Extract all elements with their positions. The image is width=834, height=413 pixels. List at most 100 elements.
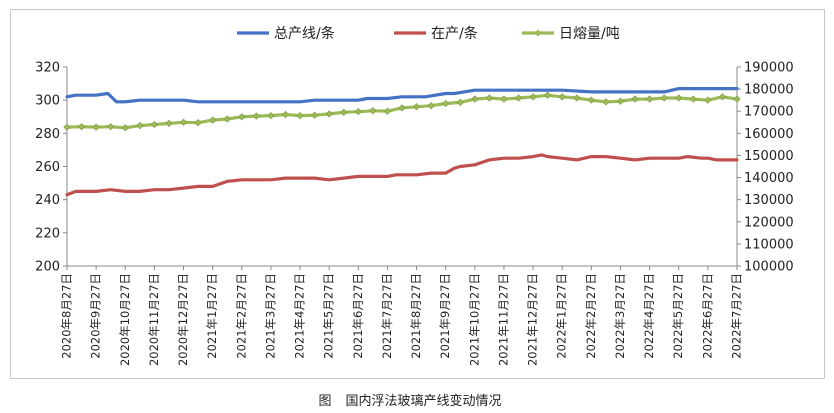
series-marker	[296, 112, 304, 120]
series-marker	[340, 108, 348, 116]
series-marker	[150, 120, 159, 129]
series-marker	[558, 93, 566, 101]
line-chart: 200 220 240 260 280 300 320 100000 110000 120000 1…	[35, 25, 793, 367]
series-marker	[718, 93, 727, 101]
x-tick-label: 2020年11月27日	[147, 273, 161, 366]
x-tick-label: 2021年5月27日	[322, 273, 336, 359]
left-tick-label: 220	[35, 226, 60, 241]
series-marker	[412, 103, 421, 111]
x-tick-label: 2021年1月27日	[205, 273, 219, 359]
caption-text: 国内浮法玻璃产线变动情况	[345, 394, 502, 409]
x-tick-label: 2021年7月27日	[380, 273, 394, 359]
x-tick-label: 2020年8月27日	[60, 273, 74, 359]
x-tick-label: 2021年10月27日	[467, 273, 481, 366]
series-marker	[675, 94, 683, 102]
x-tick-label: 2022年2月27日	[584, 273, 598, 359]
x-tick-label: 2021年6月27日	[351, 273, 365, 359]
x-tick-label: 2021年9月27日	[438, 273, 452, 359]
series-marker	[179, 118, 188, 126]
series-marker	[733, 95, 741, 103]
legend-label: 日熔量/吨	[559, 26, 620, 42]
x-tick-label: 2021年12月27日	[526, 273, 540, 366]
series-marker	[704, 96, 712, 104]
series-marker	[471, 95, 479, 103]
chart-frame: 200 220 240 260 280 300 320 100000 110000 120000 1…	[10, 9, 825, 379]
x-tick-label: 2020年12月27日	[176, 273, 190, 366]
series-marker	[398, 104, 406, 112]
left-tick-label: 260	[35, 160, 60, 175]
series-marker	[281, 110, 290, 119]
series-marker	[645, 95, 654, 103]
x-tick-label: 2021年8月27日	[409, 273, 423, 359]
series-marker	[573, 94, 581, 102]
series-marker	[529, 93, 537, 101]
axes: 200 220 240 260 280 300 320 100000 110000 120000 1…	[35, 61, 793, 367]
x-tick-label: 2021年4月27日	[293, 273, 307, 359]
series-marker	[252, 112, 260, 120]
series-marker	[587, 96, 595, 104]
series-marker	[165, 119, 173, 128]
series-marker	[485, 94, 494, 102]
legend-label: 总产线/条	[274, 25, 335, 42]
left-tick-label: 280	[35, 127, 60, 142]
series-marker	[121, 124, 129, 132]
series-marker	[238, 113, 246, 121]
series-marker	[616, 97, 625, 105]
series-marker	[660, 94, 668, 102]
series-marker	[602, 98, 610, 106]
x-tick-label: 2022年4月27日	[642, 273, 656, 359]
series-marker	[92, 123, 100, 131]
series-marker	[456, 98, 464, 107]
legend-marker	[534, 29, 542, 37]
series-marker	[427, 102, 435, 110]
x-tick-label: 2020年9月27日	[89, 273, 103, 359]
series-marker	[442, 99, 450, 108]
x-tick-label: 2022年7月27日	[730, 273, 744, 359]
series-marker	[136, 121, 144, 130]
x-tick-label: 2021年3月27日	[263, 273, 277, 359]
legend-label: 在产/条	[431, 25, 478, 42]
series-marker	[63, 123, 71, 131]
series-line-2	[65, 153, 739, 197]
left-tick-label: 200	[35, 260, 60, 275]
series-marker	[325, 110, 333, 118]
series-marker	[631, 95, 639, 103]
series-line-1	[65, 86, 739, 104]
series-marker	[267, 112, 275, 120]
series-marker	[107, 123, 115, 131]
series-marker	[354, 108, 362, 116]
right-tick-label: 140000	[744, 171, 794, 186]
right-tick-label: 160000	[744, 127, 794, 142]
right-tick-label: 110000	[744, 237, 794, 252]
series-marker	[310, 111, 319, 119]
series-marker	[689, 95, 697, 103]
figure-caption: 图国内浮法玻璃产线变动情况	[0, 390, 834, 409]
right-tick-label: 100000	[744, 260, 794, 275]
right-tick-label: 120000	[744, 215, 794, 230]
right-tick-label: 130000	[744, 193, 794, 208]
x-tick-label: 2021年2月27日	[234, 273, 248, 359]
legend: 总产线/条 在产/条 日熔量/吨	[237, 25, 620, 42]
right-tick-label: 180000	[744, 83, 794, 98]
right-tick-label: 150000	[744, 149, 794, 164]
x-tick-label: 2022年6月27日	[700, 273, 714, 359]
right-tick-label: 170000	[744, 105, 794, 120]
series-marker	[500, 95, 508, 103]
series-marker	[369, 107, 377, 115]
left-tick-label: 240	[35, 193, 60, 208]
series-marker	[514, 94, 523, 102]
series-lines	[63, 86, 741, 197]
left-tick-label: 320	[35, 61, 60, 76]
x-tick-label: 2022年5月27日	[671, 273, 685, 359]
x-tick-label: 2022年1月27日	[555, 273, 569, 359]
series-marker	[209, 116, 217, 124]
x-tick-label: 2021年11月27日	[496, 273, 510, 366]
right-tick-label: 190000	[744, 61, 794, 76]
x-tick-label: 2020年10月27日	[118, 273, 132, 366]
series-marker	[544, 91, 552, 99]
left-tick-label: 300	[35, 94, 60, 109]
series-marker	[194, 119, 202, 127]
x-tick-label: 2022年3月27日	[613, 273, 627, 359]
caption-prefix: 图	[318, 394, 332, 409]
series-marker	[383, 107, 392, 115]
